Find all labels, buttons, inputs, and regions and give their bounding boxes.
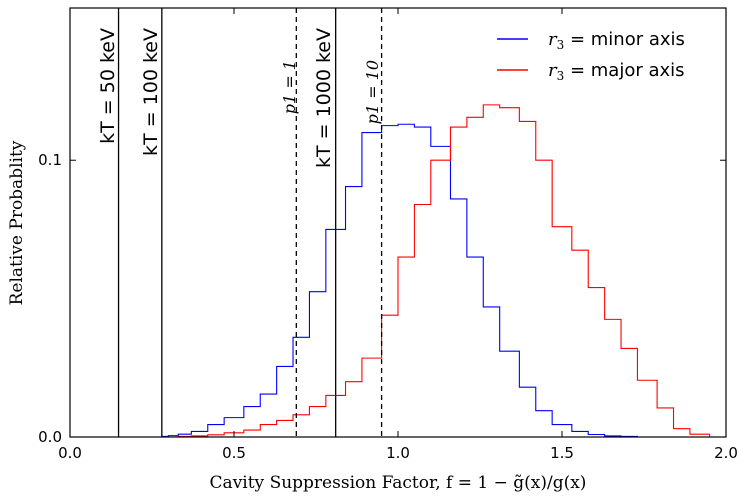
legend: r3 = minor axis r3 = major axis	[497, 29, 685, 83]
x-axis-title: Cavity Suppression Factor, f = 1 − g̃(x)…	[210, 473, 587, 493]
series-major-axis-line	[161, 104, 726, 438]
reference-line-label-4: kT = 1000 keV	[313, 28, 335, 168]
series-minor-axis-line	[161, 123, 726, 438]
reference-line-label-1: kT = 50 keV	[97, 28, 119, 144]
x-tick-label: 1.5	[550, 444, 574, 462]
y-tick-label: 0.1	[38, 151, 62, 169]
reference-line-label-2: kT = 100 keV	[140, 28, 162, 156]
plot-content: kT = 50 keV kT = 100 keV p1 = 1 kT = 1000 k…	[97, 8, 726, 438]
x-tick-label: 0.5	[222, 444, 246, 462]
x-tick-label: 0.0	[58, 444, 82, 462]
reference-line-label-3: p1 = 1	[280, 60, 299, 114]
x-tick-label: 1.0	[386, 444, 410, 462]
y-axis-title: Relative Probablity	[7, 140, 27, 305]
legend-entry-label: r3 = major axis	[548, 60, 685, 83]
y-tick-label: 0.0	[38, 428, 62, 446]
x-tick-label: 2.0	[714, 444, 738, 462]
axis-ticks: 0.0 0.5 1.0 1.5 2.0 0.0 0.1	[38, 8, 738, 462]
legend-entry-label: r3 = minor axis	[548, 29, 685, 52]
reference-line-label-5: p1 = 10	[363, 60, 382, 124]
